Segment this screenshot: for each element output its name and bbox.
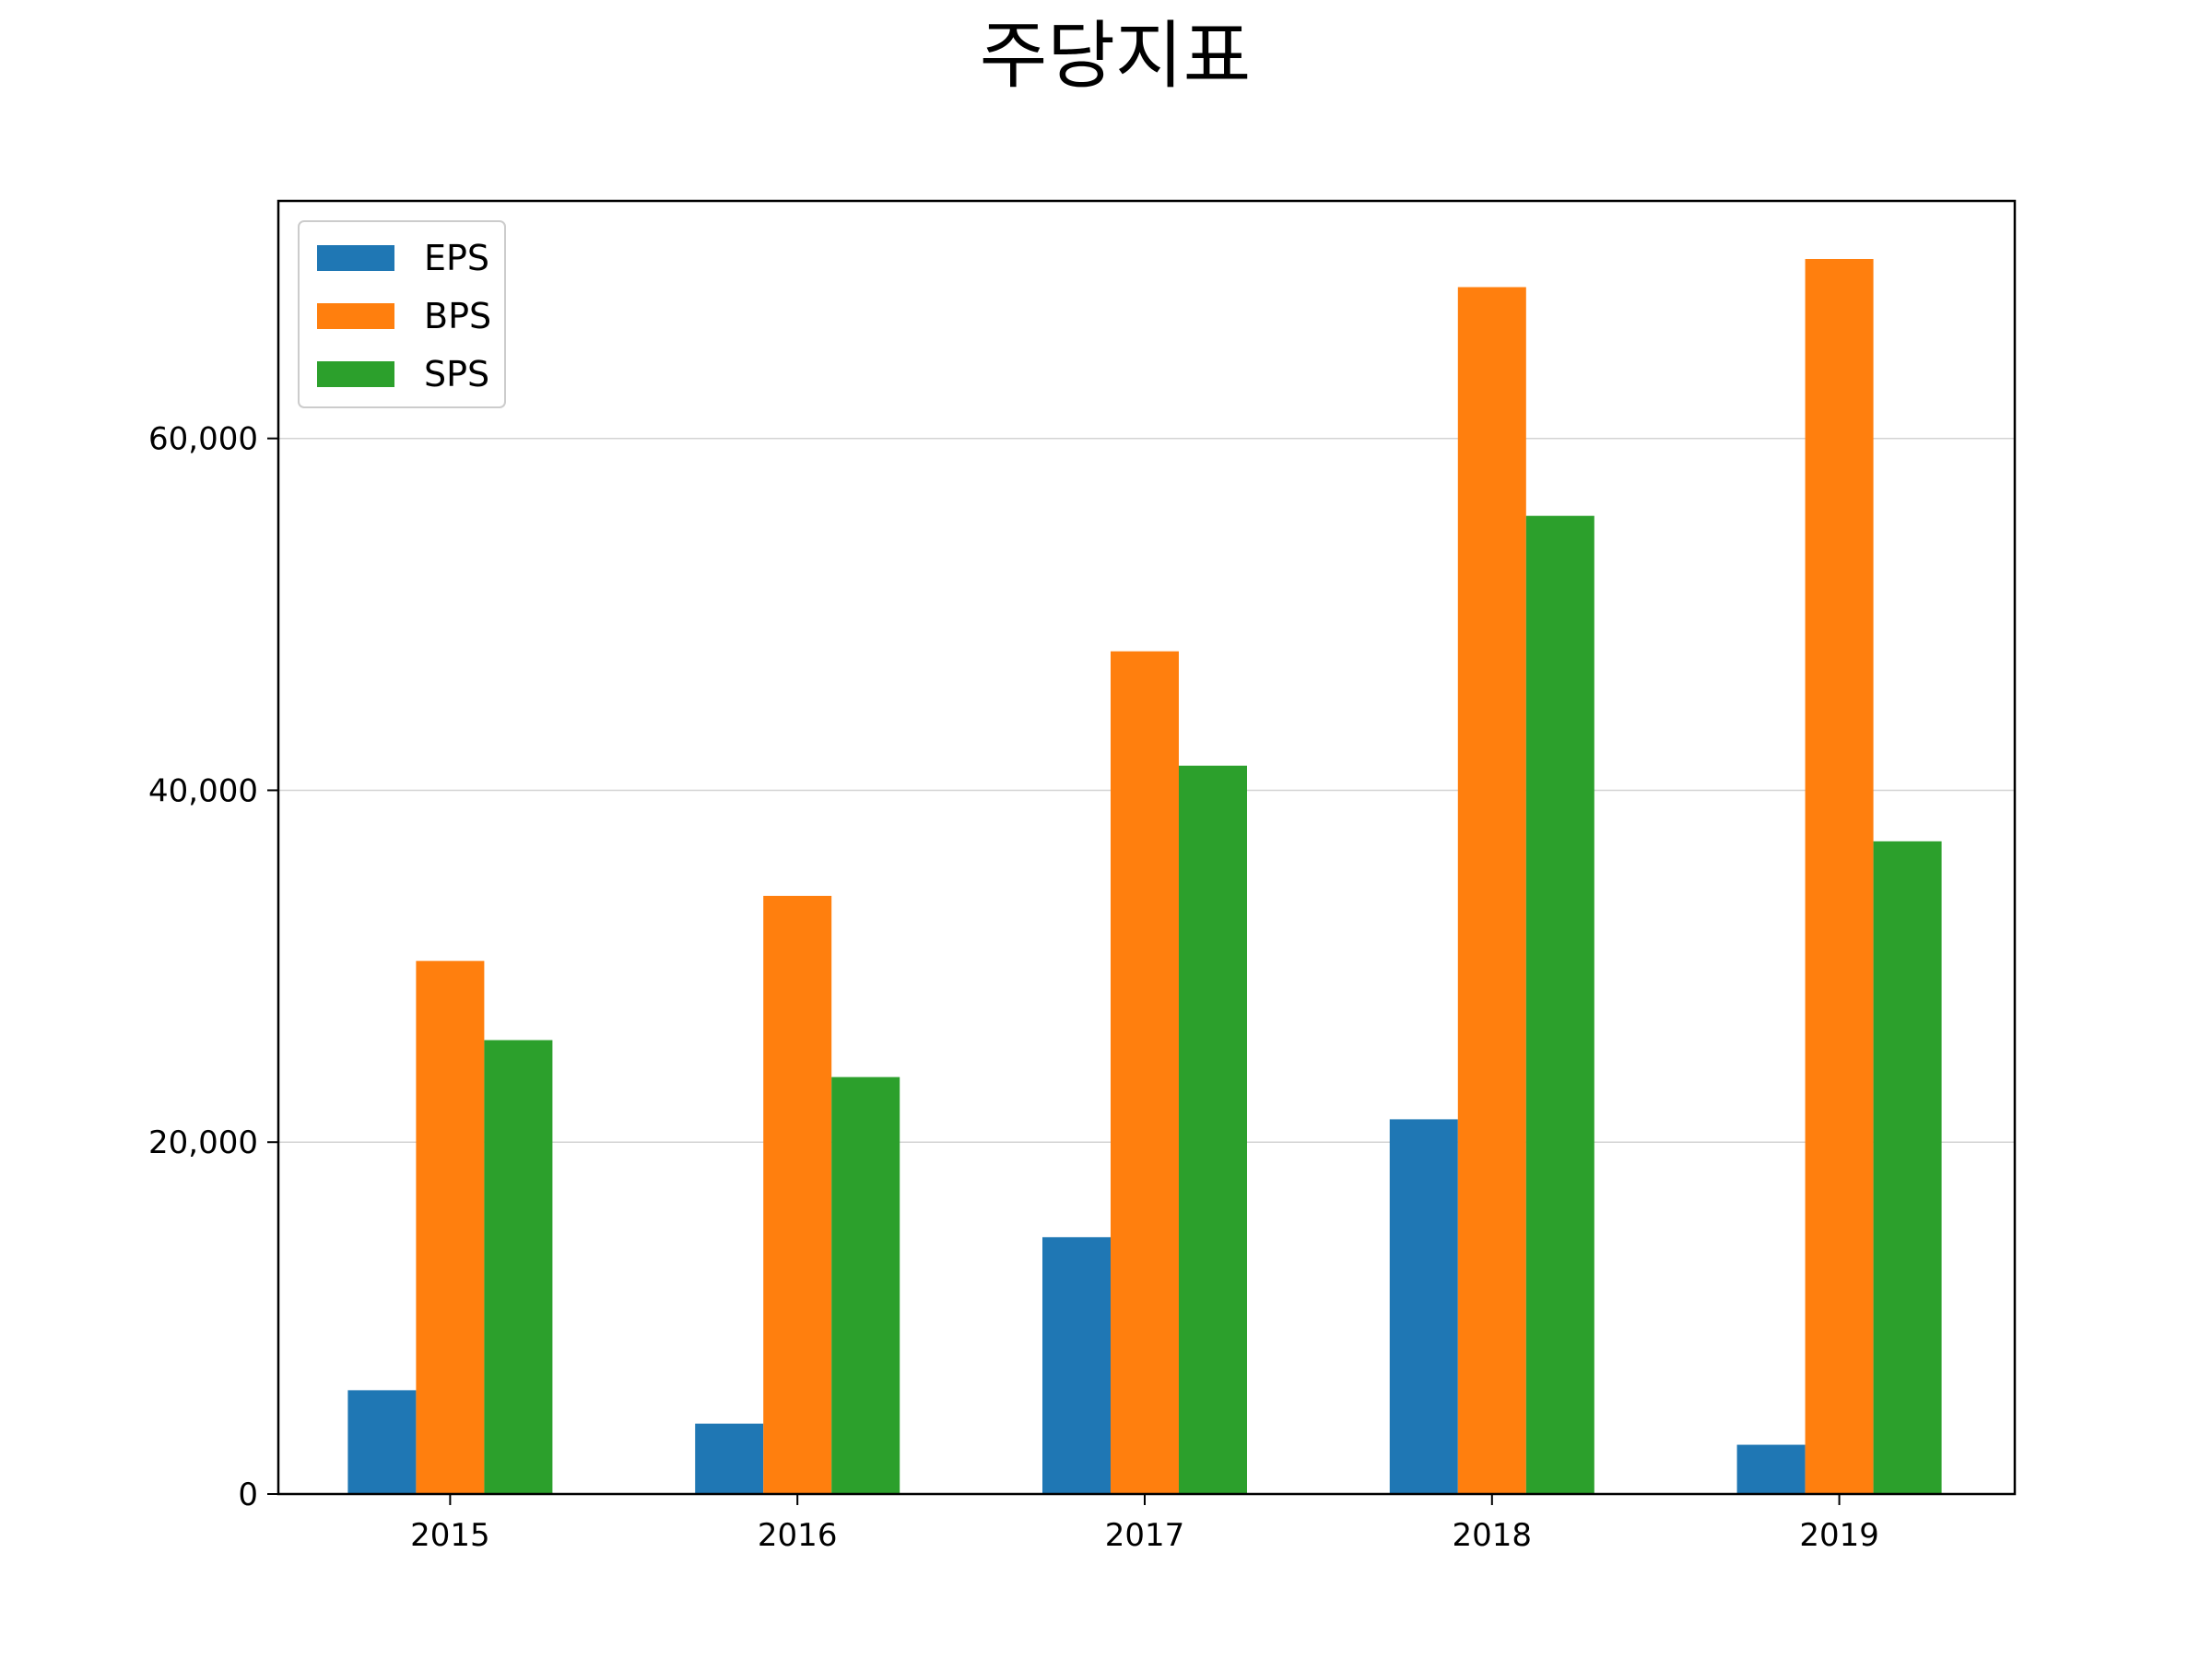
x-tick-label: 2017 xyxy=(1105,1517,1185,1554)
legend-label-bps: BPS xyxy=(424,296,491,336)
legend-label-sps: SPS xyxy=(424,354,489,394)
bar-bps-2017 xyxy=(1111,651,1179,1494)
legend-label-eps: EPS xyxy=(424,238,489,278)
legend-swatch-bps xyxy=(317,303,394,329)
bar-sps-2018 xyxy=(1525,515,1594,1494)
bar-eps-2019 xyxy=(1736,1444,1806,1494)
legend: EPS BPS SPS xyxy=(298,220,506,408)
x-tick-label: 2015 xyxy=(410,1517,490,1554)
bar-bps-2015 xyxy=(416,960,485,1494)
bar-bps-2016 xyxy=(763,895,832,1494)
y-tick-label: 40,000 xyxy=(148,772,258,809)
bar-eps-2016 xyxy=(695,1423,764,1494)
bar-bps-2019 xyxy=(1805,258,1874,1495)
chart-title: 주당지표 xyxy=(980,13,1251,99)
bar-sps-2017 xyxy=(1179,765,1247,1494)
bar-eps-2015 xyxy=(347,1390,417,1494)
y-axis-ticks: 0 20,000 40,000 60,000 xyxy=(148,421,278,1513)
legend-swatch-eps xyxy=(317,245,394,271)
y-tick-label: 60,000 xyxy=(148,421,258,458)
axes xyxy=(276,199,2017,1496)
bar-eps-2018 xyxy=(1389,1119,1458,1494)
legend-swatch-sps xyxy=(317,361,394,387)
bar-sps-2016 xyxy=(831,1077,900,1494)
x-axis-ticks: 2015 2016 2017 2018 2019 xyxy=(410,1494,1879,1554)
bar-bps-2018 xyxy=(1457,287,1526,1494)
bars xyxy=(347,258,1942,1495)
bar-sps-2015 xyxy=(484,1040,553,1494)
y-tick-label: 20,000 xyxy=(148,1124,258,1161)
x-tick-label: 2019 xyxy=(1799,1517,1879,1554)
x-tick-label: 2016 xyxy=(758,1517,838,1554)
plot-frame xyxy=(276,199,2017,1496)
bar-sps-2019 xyxy=(1873,841,1942,1494)
y-tick-label: 0 xyxy=(238,1477,258,1513)
x-tick-label: 2018 xyxy=(1453,1517,1533,1554)
bar-eps-2017 xyxy=(1042,1237,1111,1494)
